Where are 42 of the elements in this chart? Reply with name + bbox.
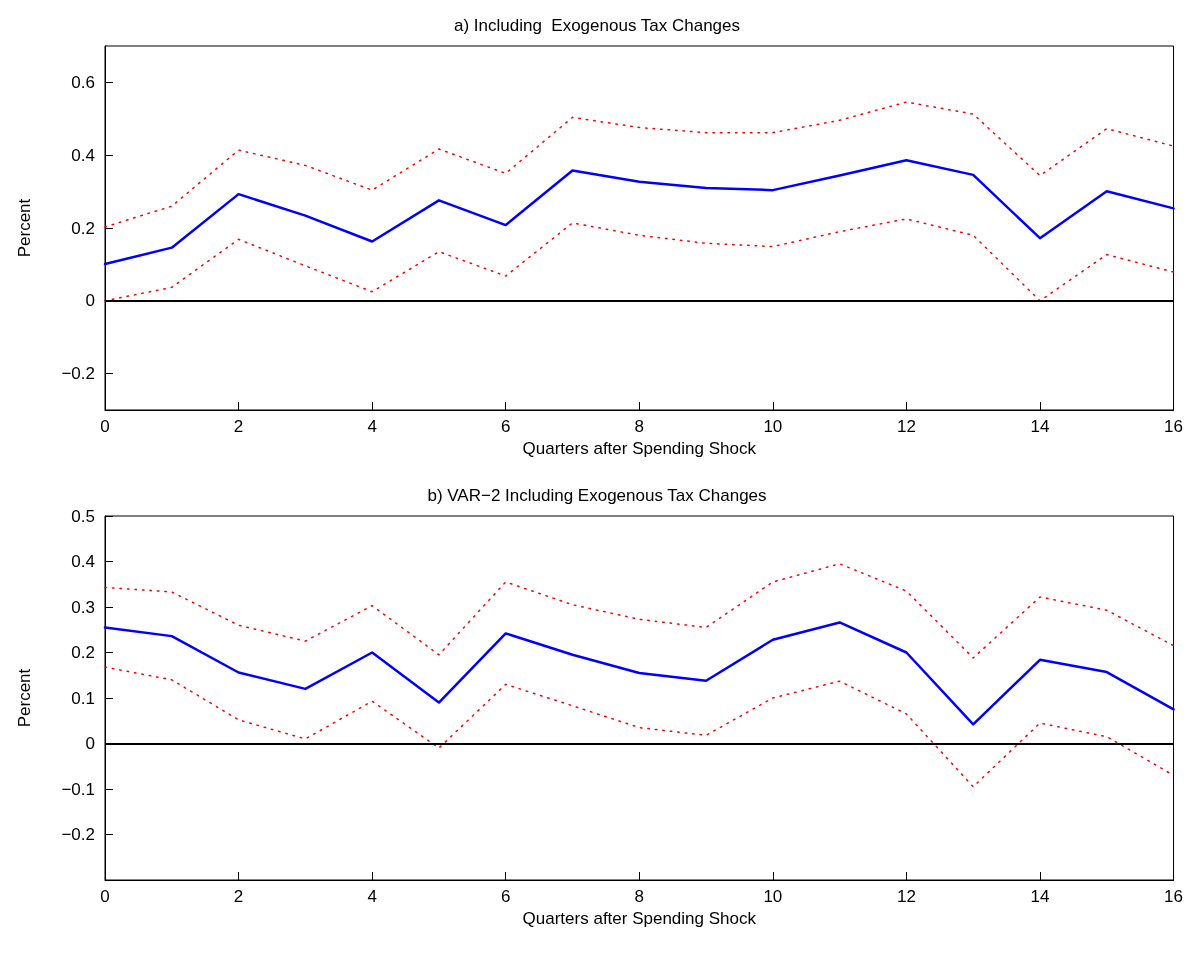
x-tick-label: 2	[233, 887, 244, 906]
y-axis-title: Percent	[15, 668, 34, 728]
x-tick-label: 10	[763, 417, 783, 436]
x-tick-label: 4	[367, 417, 377, 436]
x-tick-label: 0	[100, 887, 110, 906]
y-tick-label: 0.2	[71, 218, 95, 238]
y-tick-label: 0.2	[71, 643, 95, 662]
y-tick-label: 0.4	[71, 145, 95, 165]
y-tick-label: 0.6	[71, 72, 95, 92]
y-tick-label: 0.5	[71, 506, 95, 526]
x-axis-title: Quarters after Spending Shock	[522, 909, 757, 928]
x-tick-label: 12	[896, 887, 916, 906]
x-tick-label: 2	[233, 417, 244, 436]
y-tick-label: −0.2	[61, 825, 95, 844]
y-tick-label: 0.4	[71, 552, 95, 571]
line-series	[103, 159, 1175, 266]
x-tick-label: 8	[634, 417, 645, 436]
chart-title: a) Including Exogenous Tax Changes	[453, 16, 741, 35]
x-tick-label: 16	[1164, 887, 1184, 906]
line-series	[104, 563, 1175, 659]
y-axis-title: Percent	[15, 198, 34, 258]
x-tick-label: 14	[1030, 417, 1050, 436]
y-tick-label: 0	[85, 734, 95, 753]
x-axis-title: Quarters after Spending Shock	[522, 439, 757, 458]
x-tick-label: 8	[634, 887, 645, 906]
line-series	[103, 621, 1175, 726]
y-tick-label: 0.1	[71, 688, 95, 708]
x-tick-label: 12	[896, 417, 916, 436]
y-tick-label: 0.3	[71, 597, 95, 617]
x-tick-label: 0	[100, 417, 110, 436]
x-tick-label: 16	[1164, 417, 1184, 436]
x-tick-label: 14	[1030, 887, 1050, 906]
y-tick-label: −0.2	[61, 364, 95, 384]
y-tick-label: 0	[85, 291, 95, 311]
y-tick-label: −0.1	[61, 779, 95, 799]
line-series	[104, 218, 1175, 302]
chart-title: b) VAR−2 Including Exogenous Tax Changes	[427, 486, 767, 505]
x-tick-label: 6	[500, 417, 511, 436]
line-series	[104, 101, 1175, 228]
x-tick-label: 6	[500, 887, 511, 906]
x-tick-label: 4	[367, 887, 377, 906]
x-tick-label: 10	[763, 887, 783, 906]
